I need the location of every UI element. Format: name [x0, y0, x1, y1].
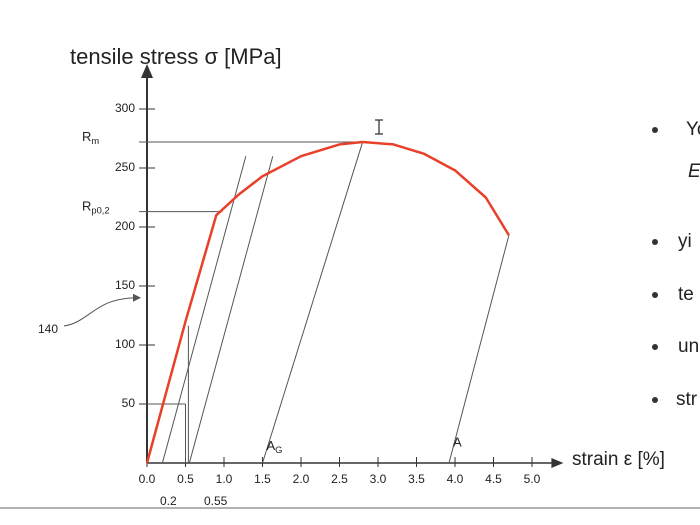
bullet-text: str [676, 389, 698, 410]
y-axis-arrow [141, 64, 153, 78]
bullet-text: yi [678, 231, 692, 252]
bullet-text: E [688, 161, 700, 182]
annotation-sub: m [91, 137, 99, 147]
y-tick-label: 150 [115, 278, 135, 292]
x-tick-label: 4.5 [485, 472, 502, 486]
bullet-text: un [678, 336, 699, 357]
x-tick-label: 4.0 [447, 472, 464, 486]
annotation-main: A [267, 438, 276, 453]
offset-line [161, 156, 247, 464]
curve [145, 140, 510, 464]
x-tick-label: 3.0 [370, 472, 387, 486]
annotation-label: Rp0,2 [82, 199, 110, 216]
y-tick-label: 250 [115, 160, 135, 174]
x-axis-arrow [551, 458, 564, 468]
x-tick-label: 1.5 [254, 472, 271, 486]
y-tick-label: 300 [115, 101, 135, 115]
x-tick-label: 1.0 [216, 472, 233, 486]
y-tick-label: 200 [115, 219, 135, 233]
annotation-main: R [82, 129, 91, 144]
bullet-dot [652, 397, 658, 403]
annotation-sub: p0,2 [91, 206, 109, 216]
text-cursor [375, 119, 383, 135]
annotation-label: AG [267, 438, 283, 455]
x-tick-label: 0.5 [177, 472, 194, 486]
bullet-dot [652, 292, 658, 298]
bullet-text: te [678, 284, 694, 305]
annotation-main: R [82, 199, 91, 214]
offset-label: 0.55 [204, 494, 228, 508]
marker-arrow [63, 297, 138, 327]
x-tick-label: 2.5 [331, 472, 348, 486]
a-line [448, 235, 510, 464]
y-axis-label: tensile stress σ [MPa] [70, 44, 282, 69]
x-tick-label: 0.0 [139, 472, 156, 486]
a-label: A [453, 434, 462, 449]
bullet-text: Yo [686, 119, 700, 140]
bullet-dot [652, 344, 658, 350]
marker-label: 140 [38, 322, 58, 336]
offset-line [188, 156, 274, 464]
marker-arrowhead [133, 293, 141, 302]
bullet-dot [652, 239, 658, 245]
x-axis-label: strain ε [%] [572, 449, 665, 470]
offset-label: 0.2 [160, 494, 177, 508]
y-tick-label: 100 [115, 337, 135, 351]
bullet-dot [652, 127, 658, 133]
ag-line [262, 141, 364, 464]
x-tick-label: 3.5 [408, 472, 425, 486]
y-tick-label: 50 [122, 396, 136, 410]
annotation-sub: G [275, 445, 282, 455]
x-tick-label: 2.0 [293, 472, 310, 486]
x-tick-label: 5.0 [524, 472, 541, 486]
annotation-label: Rm [82, 129, 99, 146]
